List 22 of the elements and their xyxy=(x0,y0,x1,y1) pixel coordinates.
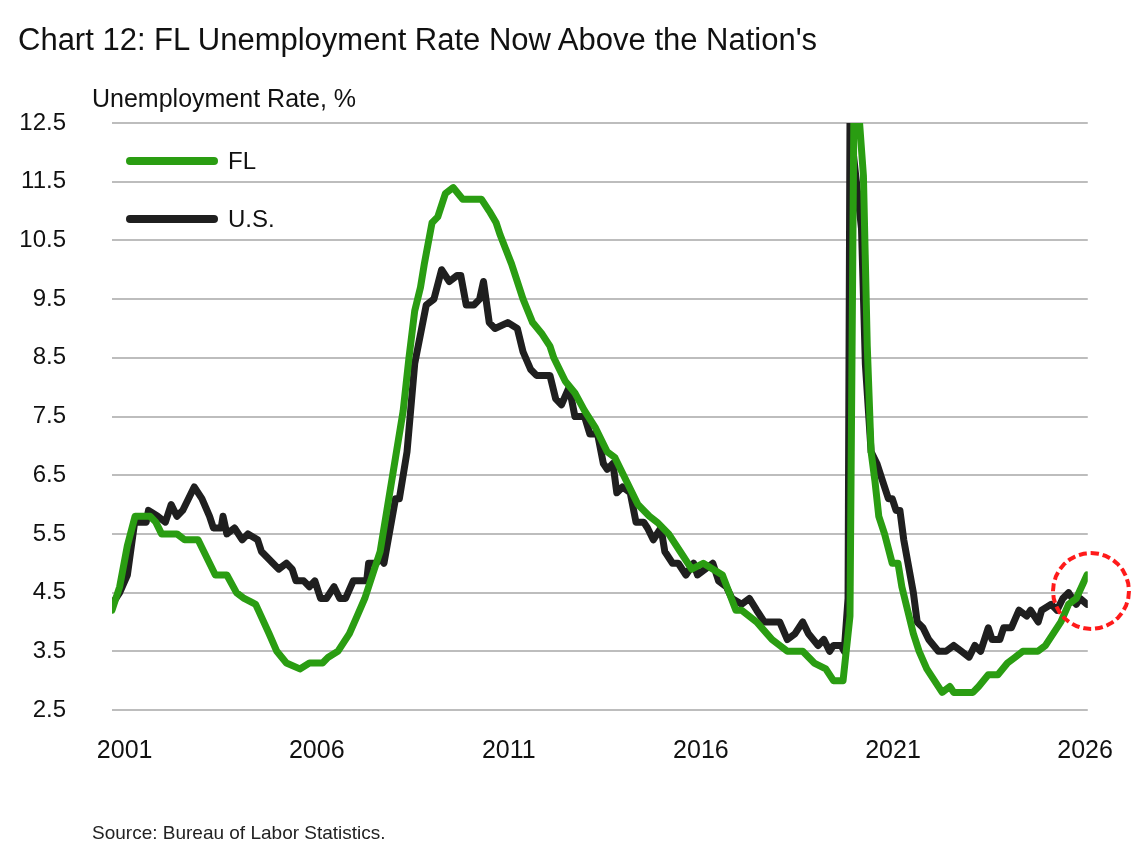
x-tick-label: 2016 xyxy=(673,734,729,763)
x-tick-label: 2021 xyxy=(865,734,921,763)
y-tick-label: 9.5 xyxy=(32,283,66,311)
source-note: Source: Bureau of Labor Statistics. xyxy=(92,822,386,844)
chart-title: Chart 12: FL Unemployment Rate Now Above the Nation's xyxy=(18,22,818,58)
y-tick-label: 3.5 xyxy=(32,635,66,663)
y-tick-label: 5.5 xyxy=(32,518,66,546)
y-tick-label: 6.5 xyxy=(32,459,66,487)
x-tick-label: 2001 xyxy=(96,734,153,763)
x-tick-label: 2011 xyxy=(481,734,536,763)
y-tick-label: 8.5 xyxy=(32,342,66,370)
y-tick-label: 2.5 xyxy=(32,694,66,722)
y-tick-label: 11.5 xyxy=(21,166,66,194)
y-tick-label: 12.5 xyxy=(19,107,66,135)
legend-label: FL xyxy=(228,147,257,175)
y-tick-label: 10.5 xyxy=(19,225,66,253)
x-tick-label: 2026 xyxy=(1057,734,1113,763)
y-axis-title: Unemployment Rate, % xyxy=(92,84,357,113)
legend-label: U.S. xyxy=(228,205,275,233)
y-tick-label: 7.5 xyxy=(32,401,66,429)
y-tick-label: 4.5 xyxy=(32,577,66,605)
x-tick-label: 2006 xyxy=(288,734,345,763)
